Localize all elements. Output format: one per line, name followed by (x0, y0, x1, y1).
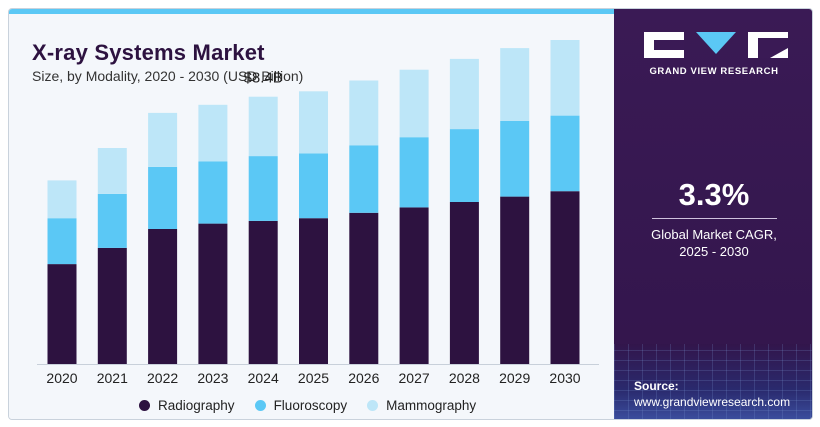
bar-radiography-2022 (148, 229, 178, 364)
legend-item-mammography: Mammography (367, 398, 476, 413)
bar-fluoroscopy-2023 (198, 161, 228, 224)
cagr-divider (652, 218, 777, 219)
source-label: Source: (634, 379, 679, 393)
bar-radiography-2021 (97, 247, 127, 364)
x-tick-label-2020: 2020 (46, 370, 77, 386)
bar-fluoroscopy-2028 (449, 129, 479, 202)
bar-fluoroscopy-2026 (349, 145, 379, 213)
source-url[interactable]: www.grandviewresearch.com (634, 395, 791, 409)
brand-name: GRAND VIEW RESEARCH (649, 66, 779, 77)
bar-mammography-2027 (399, 69, 429, 138)
legend-item-fluoroscopy: Fluoroscopy (254, 398, 348, 413)
infographic-card: X-ray Systems Market Size, by Modality, … (8, 8, 813, 420)
bar-fluoroscopy-2024 (248, 156, 278, 221)
bar-mammography-2022 (148, 112, 178, 167)
chart-subtitle: Size, by Modality, 2020 - 2030 (USD Bill… (32, 68, 304, 84)
chart-legend: Radiography Fluoroscopy Mammography (139, 398, 476, 413)
bar-mammography-2026 (349, 80, 379, 146)
bar-radiography-2026 (349, 212, 379, 364)
legend-item-radiography: Radiography (139, 398, 235, 413)
stacked-bar-chart: 2020 2021 2022 2023 2024 $8.4B 2025 2026 2027 202… (37, 40, 599, 386)
bar-radiography-2027 (399, 207, 429, 364)
bar-mammography-2029 (500, 48, 530, 121)
x-tick-label-2021: 2021 (97, 370, 128, 386)
cagr-label-line1: Global Market CAGR, (651, 227, 777, 242)
x-tick-label-2030: 2030 (549, 370, 580, 386)
chart-panel: X-ray Systems Market Size, by Modality, … (9, 14, 614, 419)
bar-fluoroscopy-2022 (148, 166, 178, 229)
bar-mammography-2028 (449, 58, 479, 130)
cagr-label: Global Market CAGR, 2025 - 2030 (614, 226, 812, 260)
bar-radiography-2020 (47, 264, 77, 364)
x-tick-label-2025: 2025 (298, 370, 329, 386)
chart-title: X-ray Systems Market (32, 40, 265, 65)
bar-radiography-2029 (500, 196, 530, 364)
legend-dot-fluoroscopy (254, 400, 266, 411)
bar-mammography-2020 (47, 180, 77, 219)
data-label-2024: $8.4B (244, 70, 283, 87)
legend-dot-radiography (139, 400, 150, 411)
bar-mammography-2023 (198, 104, 228, 162)
bar-radiography-2023 (198, 223, 228, 364)
x-tick-label-2029: 2029 (499, 370, 530, 386)
bar-fluoroscopy-2030 (550, 115, 580, 192)
legend-label-mammography: Mammography (386, 398, 477, 413)
legend-label-fluoroscopy: Fluoroscopy (273, 398, 348, 413)
bar-radiography-2028 (449, 202, 479, 364)
bar-fluoroscopy-2021 (97, 193, 127, 248)
bar-mammography-2030 (550, 40, 580, 116)
x-tick-label-2024: 2024 (248, 370, 279, 386)
legend-dot-mammography (367, 400, 379, 411)
bar-mammography-2021 (97, 148, 127, 194)
x-tick-label-2027: 2027 (399, 370, 430, 386)
bar-radiography-2024 (248, 220, 278, 364)
side-panel: GRAND VIEW RESEARCH 3.3% Global Market C… (614, 9, 812, 419)
bar-radiography-2025 (299, 218, 328, 364)
x-tick-label-2023: 2023 (197, 370, 228, 386)
cagr-label-line2: 2025 - 2030 (679, 244, 749, 259)
accent-bar (9, 9, 614, 14)
x-tick-label-2028: 2028 (449, 370, 480, 386)
bar-radiography-2030 (550, 191, 580, 364)
x-tick-label-2026: 2026 (348, 370, 379, 386)
bar-fluoroscopy-2025 (299, 153, 328, 219)
bar-fluoroscopy-2020 (47, 218, 77, 265)
bar-mammography-2024 (248, 96, 278, 157)
cagr-value: 3.3% (678, 177, 750, 212)
decorative-grid (614, 344, 812, 419)
grand-view-research-logo-icon (644, 32, 788, 58)
legend-label-radiography: Radiography (158, 398, 235, 413)
bar-fluoroscopy-2029 (500, 121, 530, 197)
x-tick-label-2022: 2022 (147, 370, 178, 386)
bar-mammography-2025 (299, 91, 328, 154)
bar-fluoroscopy-2027 (399, 137, 429, 208)
